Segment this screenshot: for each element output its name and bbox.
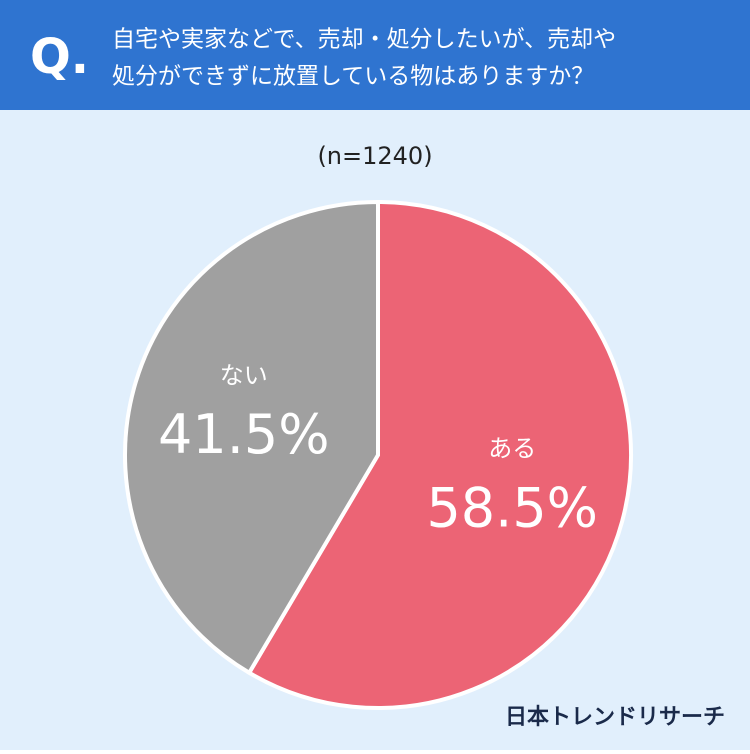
- question-line: 処分ができずに放置している物はありますか？: [112, 64, 594, 90]
- value-label: 41.5%: [158, 403, 330, 466]
- question-mark: Q.: [30, 29, 89, 85]
- pie-slice: [123, 199, 380, 676]
- question-line: 自宅や実家などで、売却・処分したいが、売却や: [112, 27, 616, 53]
- pie-slice: [246, 199, 633, 710]
- slice-label: ある: [488, 435, 536, 463]
- brand: 日本トレンドリサーチ: [505, 705, 725, 730]
- subtitle: (n=1240): [317, 142, 432, 170]
- slice-label: ない: [220, 361, 268, 389]
- pie: [123, 199, 633, 710]
- header-band: [0, 0, 750, 110]
- value-label: 58.5%: [426, 476, 598, 539]
